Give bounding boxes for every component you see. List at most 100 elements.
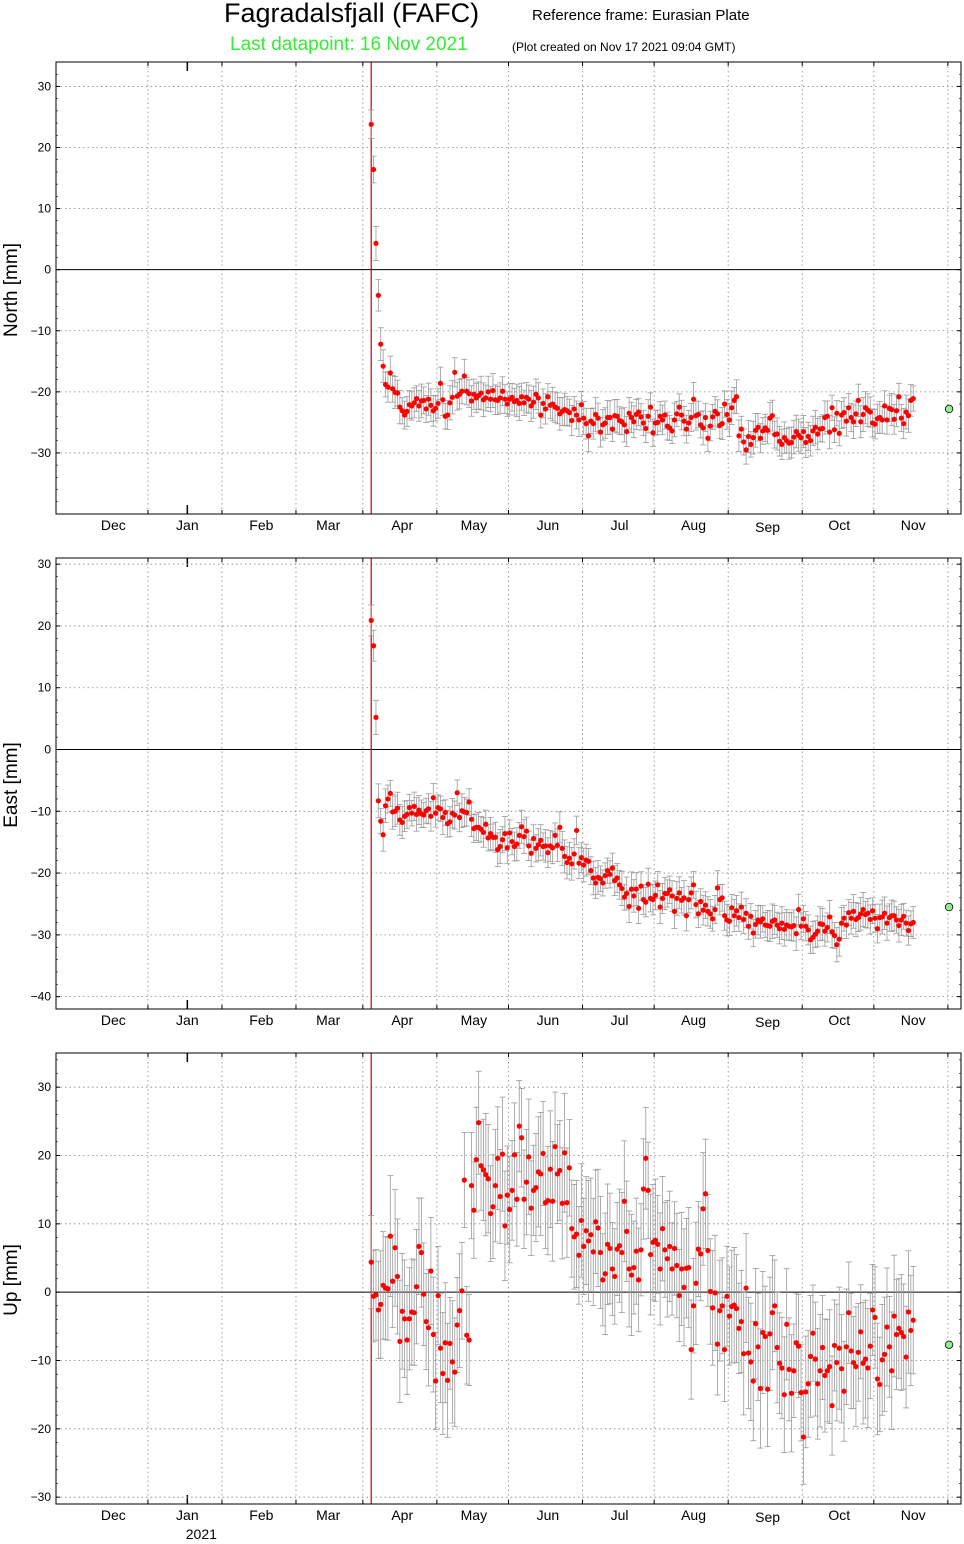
data-point (810, 1330, 816, 1336)
data-point (693, 901, 699, 908)
data-point (447, 819, 453, 825)
month-label: May (461, 517, 487, 533)
data-point (893, 1331, 900, 1338)
data-point (526, 396, 532, 402)
data-point (490, 1204, 496, 1210)
data-point (397, 1338, 403, 1344)
data-point (819, 921, 826, 927)
data-point (903, 409, 909, 415)
data-point (578, 402, 584, 408)
data-point (385, 796, 391, 802)
data-point (733, 908, 740, 914)
panel-north: 30 20 10 0 −10 −20 −30 Dec Jan Feb Mar Apr May Jun Jul… (1, 61, 962, 535)
data-point (772, 917, 778, 923)
data-point (585, 1238, 592, 1244)
data-point (738, 426, 744, 432)
y-tick-label: 20 (38, 141, 52, 155)
data-point (741, 439, 747, 445)
data-point (853, 411, 859, 417)
data-point (425, 396, 432, 402)
month-label: Apr (391, 517, 413, 533)
month-label: Jun (537, 1507, 560, 1523)
data-point (583, 421, 589, 427)
data-point (652, 892, 658, 898)
data-point (511, 1152, 518, 1158)
data-point (466, 1337, 472, 1343)
data-point (521, 400, 527, 406)
data-point (710, 414, 716, 420)
data-point (755, 1344, 761, 1350)
data-point (375, 798, 381, 804)
data-point (848, 1348, 854, 1354)
data-point (901, 1333, 907, 1340)
data-point (674, 1262, 680, 1269)
data-point (643, 1155, 649, 1161)
data-point (669, 428, 675, 434)
data-point (411, 1310, 417, 1316)
data-point (898, 1329, 904, 1336)
data-point (764, 1386, 771, 1392)
data-point (645, 881, 651, 887)
data-point (502, 1223, 508, 1229)
data-point (812, 424, 818, 430)
data-point (667, 887, 673, 893)
month-label: Mar (316, 1507, 340, 1523)
data-point (626, 410, 632, 416)
data-point (456, 1308, 463, 1314)
data-point (726, 1313, 732, 1319)
data-point (492, 834, 498, 840)
data-point (841, 915, 847, 921)
data-point (655, 882, 661, 888)
y-tick-label: 0 (44, 1285, 51, 1299)
data-point (862, 1356, 869, 1362)
data-point (437, 806, 444, 812)
data-point (523, 1179, 530, 1185)
data-point (519, 824, 525, 830)
data-point (552, 1144, 558, 1150)
data-point (550, 845, 556, 851)
data-point (705, 1247, 711, 1254)
data-point (442, 1340, 448, 1346)
month-label: Jan (176, 1507, 199, 1523)
data-point (509, 394, 515, 400)
data-point (514, 841, 520, 847)
y-tick-label: −10 (31, 804, 52, 818)
data-point (638, 883, 644, 889)
data-point (779, 920, 785, 926)
data-point (464, 1332, 470, 1338)
data-point (411, 400, 417, 406)
data-point (745, 1350, 752, 1356)
data-point (674, 411, 680, 417)
data-point (480, 829, 487, 835)
data-point (822, 928, 828, 934)
data-point (664, 890, 670, 897)
data-point (881, 910, 888, 916)
data-point (473, 1157, 479, 1163)
data-point (796, 1343, 802, 1349)
data-point (683, 913, 689, 919)
month-label: Feb (249, 1012, 273, 1028)
month-label: Aug (681, 1012, 706, 1028)
data-point (421, 812, 427, 818)
data-point (683, 426, 689, 432)
data-point (815, 928, 821, 934)
data-point (741, 1351, 747, 1357)
data-point (803, 923, 809, 929)
data-point (815, 431, 821, 437)
data-point (538, 837, 544, 843)
month-label: Mar (316, 517, 340, 533)
data-point (807, 1353, 814, 1359)
data-point (662, 412, 668, 418)
data-point (521, 1196, 527, 1202)
data-point (585, 858, 592, 864)
data-point (636, 1277, 642, 1283)
data-point (600, 1277, 606, 1283)
data-point (571, 406, 577, 412)
data-point (526, 1154, 532, 1160)
data-point (397, 404, 403, 410)
data-point (803, 1389, 809, 1395)
data-point (402, 412, 408, 418)
data-point (760, 916, 766, 922)
data-point (872, 915, 878, 921)
data-point (375, 1307, 381, 1313)
